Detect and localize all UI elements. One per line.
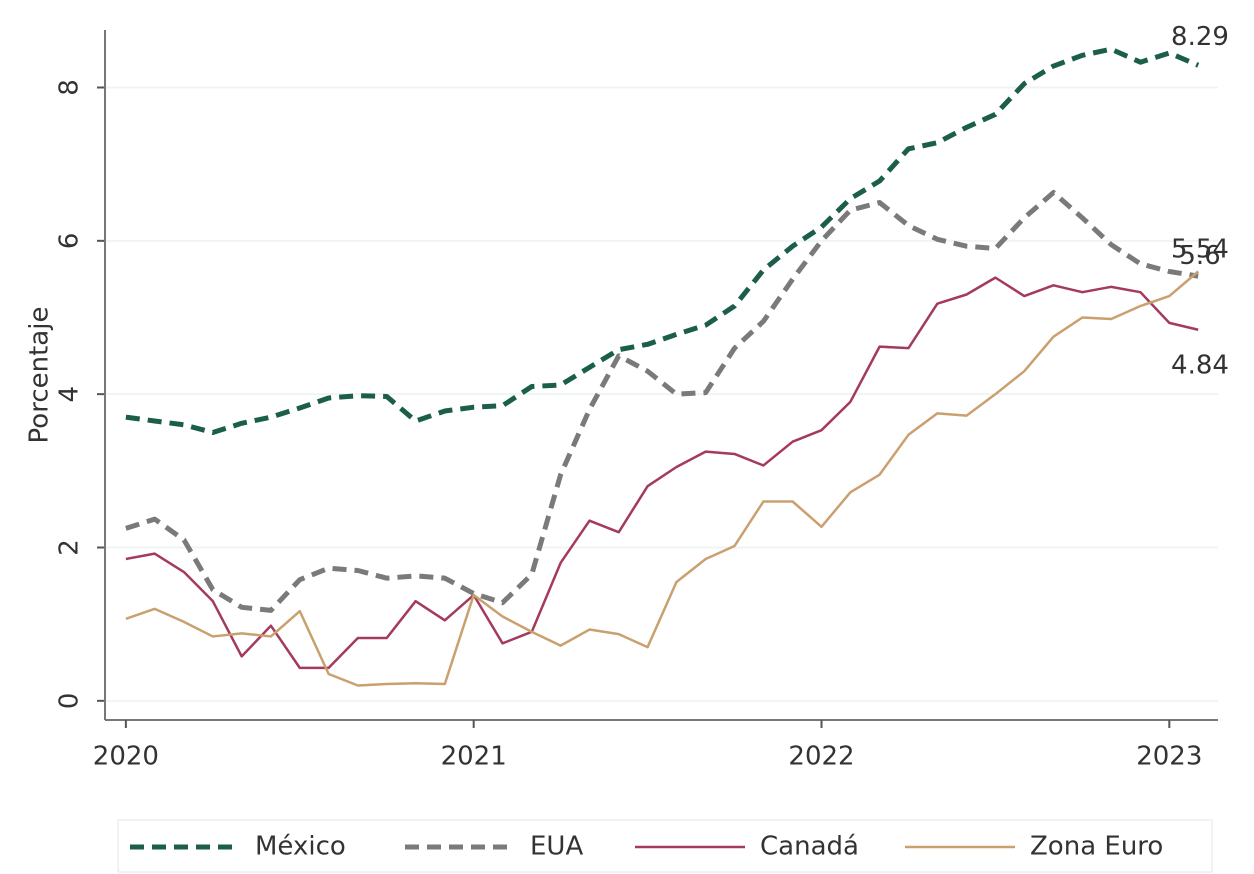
line-series [125,46,1200,435]
end-label: 4.84 [1171,350,1229,380]
y-tick-label: 0 [55,693,85,710]
y-tick-label: 8 [55,79,85,96]
legend-label: Zona Euro [1030,832,1163,862]
line-series [125,190,1199,613]
y-axis-label: Porcentaje [25,307,55,444]
legend-label: EUA [530,832,583,862]
x-tick-label: 2023 [1136,742,1202,772]
y-tick-label: 6 [55,233,85,250]
x-tick-label: 2021 [441,742,507,772]
y-tick-label: 4 [55,386,85,403]
x-tick-label: 2020 [93,742,159,772]
end-label: 8.29 [1171,22,1229,52]
end-label: 5.6 [1179,241,1220,271]
legend-label: México [255,832,346,862]
y-tick-label: 2 [55,539,85,556]
legend-label: Canadá [760,832,859,862]
legend [117,819,1213,873]
x-tick-label: 2022 [788,742,854,772]
line-series [125,270,1199,687]
line-series [125,276,1199,670]
end-label: 5.54 [1171,235,1229,265]
